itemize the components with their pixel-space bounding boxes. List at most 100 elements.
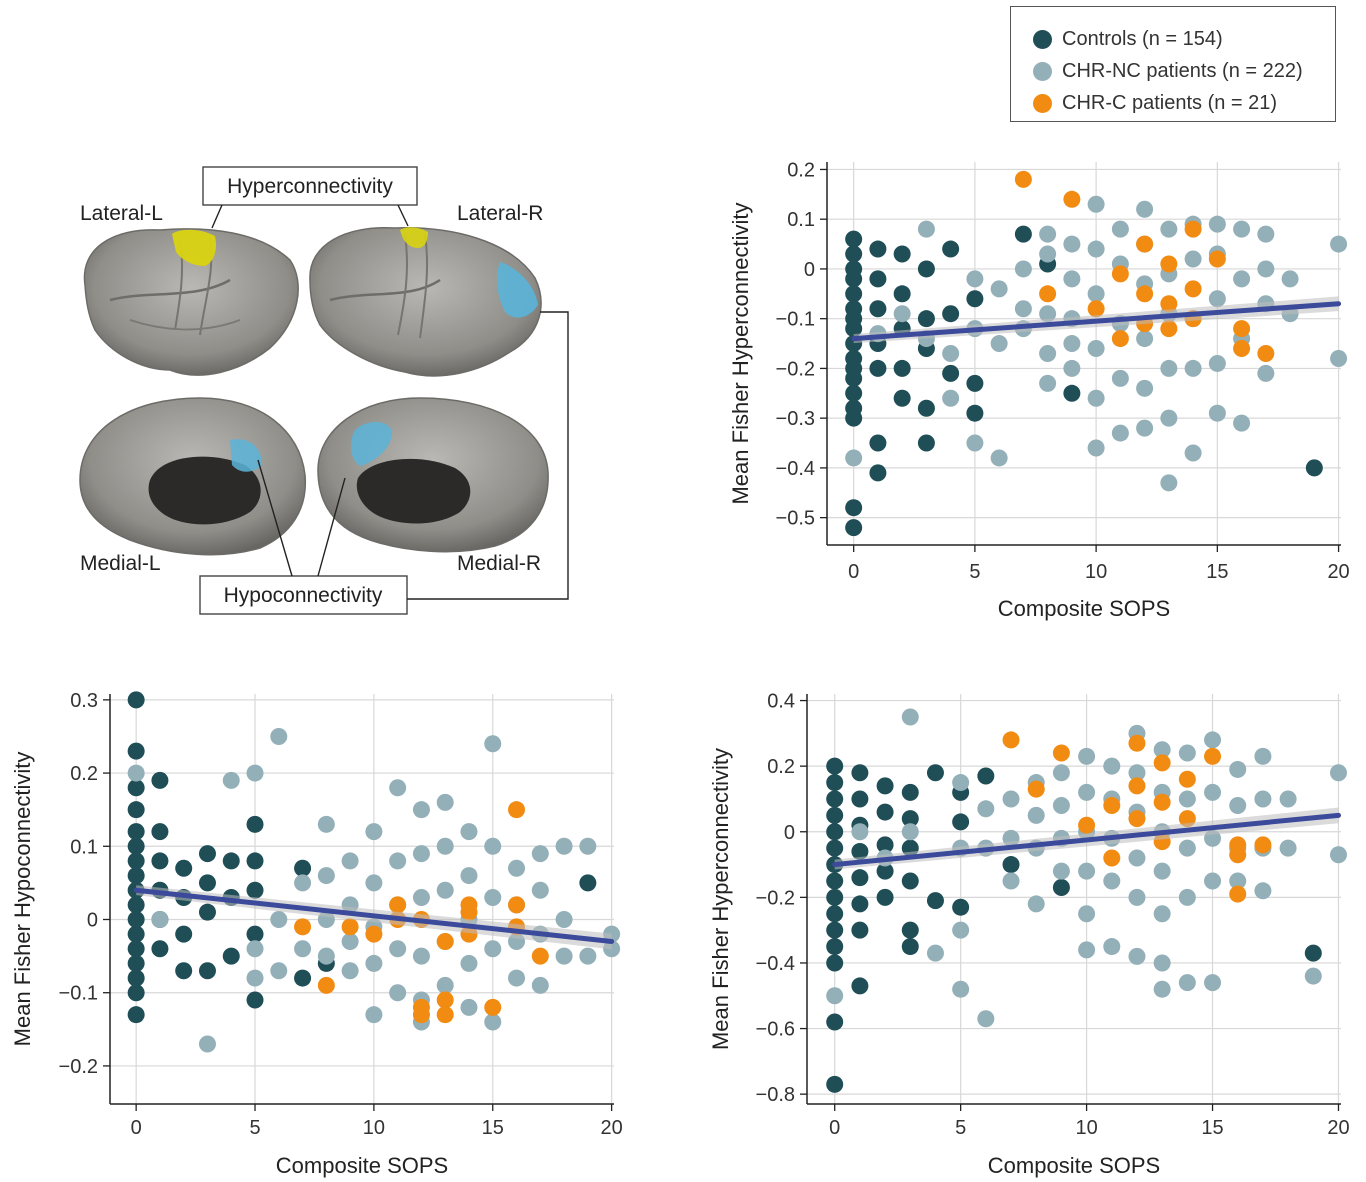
data-point bbox=[436, 976, 454, 994]
data-point bbox=[246, 881, 264, 899]
data-point bbox=[845, 230, 863, 248]
data-point bbox=[869, 335, 887, 353]
data-point bbox=[1160, 220, 1178, 238]
data-point bbox=[1014, 300, 1032, 318]
data-point bbox=[484, 889, 502, 907]
series-2 bbox=[1014, 170, 1275, 362]
data-point bbox=[1153, 833, 1171, 851]
data-point bbox=[893, 305, 911, 323]
data-point bbox=[151, 911, 169, 928]
data-point bbox=[198, 845, 216, 863]
data-point bbox=[484, 735, 502, 753]
data-point bbox=[1039, 345, 1057, 362]
data-point bbox=[127, 742, 145, 760]
x-axis-label: Composite SOPS bbox=[276, 1153, 448, 1178]
data-point bbox=[246, 852, 264, 870]
series-2 bbox=[294, 801, 549, 1024]
data-point bbox=[436, 837, 454, 855]
data-point bbox=[1111, 369, 1129, 387]
data-point bbox=[851, 869, 869, 887]
data-point bbox=[412, 911, 430, 928]
x-tick-label: 10 bbox=[1085, 561, 1107, 583]
data-point bbox=[869, 464, 887, 482]
data-point bbox=[294, 874, 312, 892]
data-point bbox=[845, 245, 863, 263]
data-point bbox=[412, 947, 430, 965]
data-point bbox=[1208, 404, 1226, 422]
data-point bbox=[412, 991, 430, 1009]
data-point bbox=[365, 925, 383, 943]
data-point bbox=[1329, 764, 1347, 782]
data-point bbox=[1233, 320, 1251, 338]
data-point bbox=[365, 874, 383, 892]
data-point bbox=[952, 813, 970, 831]
data-point bbox=[1014, 320, 1032, 338]
data-point bbox=[845, 369, 863, 387]
x-tick-label: 20 bbox=[600, 1117, 622, 1139]
data-point bbox=[893, 320, 911, 338]
x-tick-label: 15 bbox=[482, 1117, 504, 1139]
y-tick-label: −0.1 bbox=[776, 309, 815, 331]
data-point bbox=[1002, 790, 1020, 808]
data-point bbox=[1128, 724, 1146, 742]
label-lateral-r: Lateral-R bbox=[457, 202, 543, 225]
data-point bbox=[317, 947, 335, 965]
data-point bbox=[436, 932, 454, 950]
data-point bbox=[893, 359, 911, 377]
data-point bbox=[1039, 225, 1057, 243]
data-point bbox=[531, 845, 549, 863]
data-point bbox=[198, 903, 216, 921]
data-point bbox=[389, 911, 407, 928]
data-point bbox=[579, 874, 597, 892]
data-point bbox=[1208, 290, 1226, 308]
data-point bbox=[412, 845, 430, 863]
data-point bbox=[1063, 384, 1081, 402]
y-axis-label: Mean Fisher Hyperconnectivity bbox=[708, 748, 733, 1050]
data-point bbox=[412, 801, 430, 819]
data-point bbox=[1052, 797, 1070, 815]
data-point bbox=[1153, 905, 1171, 923]
series-1 bbox=[127, 727, 621, 1053]
data-point bbox=[845, 335, 863, 353]
data-point bbox=[1111, 255, 1129, 273]
data-point bbox=[555, 947, 573, 965]
data-point bbox=[1184, 310, 1202, 328]
data-point bbox=[977, 1010, 995, 1028]
legend-label-chr-c: CHR-C patients (n = 21) bbox=[1062, 91, 1278, 114]
data-point bbox=[952, 898, 970, 916]
data-point bbox=[1111, 330, 1129, 348]
data-point bbox=[1153, 980, 1171, 998]
data-point bbox=[222, 947, 240, 965]
data-point bbox=[1128, 734, 1146, 752]
y-tick-label: 0.4 bbox=[767, 691, 795, 713]
data-point bbox=[917, 260, 935, 278]
data-point bbox=[389, 940, 407, 958]
data-point bbox=[901, 823, 919, 841]
data-point bbox=[977, 839, 995, 857]
data-point bbox=[926, 944, 944, 962]
data-point bbox=[1254, 836, 1272, 854]
data-point bbox=[127, 837, 145, 855]
data-point bbox=[555, 837, 573, 855]
data-point bbox=[917, 434, 935, 452]
data-point bbox=[294, 940, 312, 958]
data-point bbox=[966, 404, 984, 422]
data-point bbox=[917, 340, 935, 358]
data-point bbox=[1233, 220, 1251, 238]
data-point bbox=[1078, 783, 1096, 801]
data-point bbox=[222, 852, 240, 870]
data-point bbox=[845, 310, 863, 328]
data-point bbox=[222, 889, 240, 907]
x-tick-label: 0 bbox=[848, 561, 859, 583]
data-point bbox=[966, 270, 984, 288]
data-point bbox=[151, 911, 169, 928]
data-point bbox=[826, 806, 844, 824]
data-point bbox=[198, 962, 216, 980]
data-point bbox=[1204, 731, 1222, 749]
data-point bbox=[845, 409, 863, 427]
x-tick-label: 10 bbox=[363, 1117, 385, 1139]
data-point bbox=[1204, 974, 1222, 992]
data-point bbox=[1184, 310, 1202, 328]
data-point bbox=[1002, 829, 1020, 847]
data-point bbox=[460, 954, 478, 972]
